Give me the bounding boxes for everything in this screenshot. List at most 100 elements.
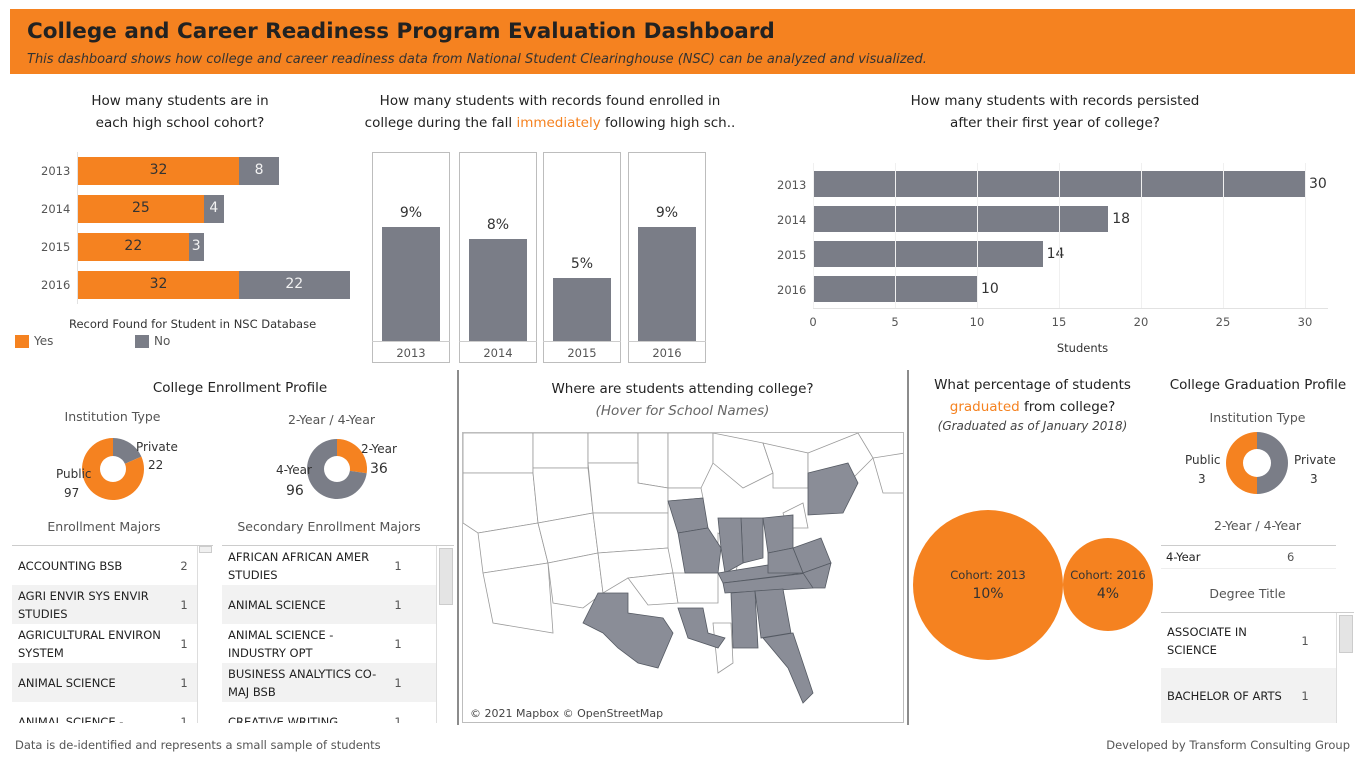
secondary-scroll-thumb[interactable]	[439, 548, 453, 605]
cohort-bar-yes-2016[interactable]	[78, 271, 239, 299]
inst-type-donut-hole	[100, 456, 126, 482]
cohort-label-no-2016: 22	[285, 276, 304, 292]
majors-list[interactable]: ACCOUNTING BSB 2 AGRI ENVIR SYS ENVIR STUD…	[12, 545, 213, 723]
secondary-major-name: CREATIVE WRITING	[228, 714, 339, 724]
enrolled-title: How many students with records found enr…	[340, 90, 760, 134]
cohort-bar-yes-2014[interactable]	[78, 195, 204, 223]
grad-two-four-row[interactable]: 4-Year 6	[1161, 545, 1336, 569]
enrolled-bar-2016[interactable]	[638, 226, 696, 341]
persisted-xtick-10: 10	[969, 315, 985, 329]
legend-yes-label[interactable]: Yes	[34, 334, 54, 348]
major-row[interactable]: AGRI ENVIR SYS ENVIR STUDIES 1	[12, 585, 197, 624]
major-name: ANIMAL SCIENCE -	[18, 714, 124, 724]
enrolled-bar-2015[interactable]	[553, 277, 611, 341]
enrolled-bar-2014[interactable]	[469, 239, 527, 341]
cohort-bar-yes-2013[interactable]	[78, 157, 239, 185]
cohort-legend-title: Record Found for Student in NSC Database	[69, 317, 317, 331]
degree-list[interactable]: ASSOCIATE IN SCIENCE 1 BACHELOR OF ARTS 1	[1161, 612, 1354, 723]
us-map[interactable]: © 2021 Mapbox © OpenStreetMap	[462, 432, 904, 723]
major-row[interactable]: ACCOUNTING BSB 2	[12, 546, 197, 585]
major-name: ACCOUNTING BSB	[18, 558, 123, 573]
two-four-donut-hole	[324, 456, 350, 482]
cohort-label-yes-2013: 32	[149, 162, 168, 178]
cohort-bar-no-2016[interactable]	[238, 271, 350, 299]
divider-right	[907, 370, 909, 725]
secondary-major-name: ANIMAL SCIENCE - INDUSTRY OPT	[228, 627, 334, 660]
major-count: 1	[180, 714, 188, 724]
persisted-bar-2015[interactable]	[813, 241, 1043, 267]
footer-right: Developed by Transform Consulting Group	[1106, 738, 1350, 752]
cohort-label-yes-2016: 32	[149, 276, 168, 292]
persisted-title-line1: How many students with records persisted	[910, 93, 1200, 109]
inst-type-donut[interactable]	[82, 438, 144, 500]
bubble-cohort-2016[interactable]: Cohort: 2016 4%	[1063, 538, 1153, 631]
enrollment-profile-title: College Enrollment Profile	[152, 380, 328, 396]
major-count: 2	[180, 558, 188, 573]
cohort-tick-2016: 2016	[41, 278, 71, 292]
enrolled-baseline-2013	[372, 341, 450, 342]
grad-inst-donut[interactable]	[1226, 432, 1288, 494]
secondary-scrollbar[interactable]	[436, 546, 454, 723]
inst-private-label: Private	[136, 440, 178, 454]
cohort-bar-no-2014[interactable]	[203, 195, 224, 223]
legend-yes-swatch[interactable]	[15, 335, 29, 348]
cohort-bar-yes-2015[interactable]	[78, 233, 189, 261]
grad-inst-slice-public[interactable]	[1226, 432, 1257, 494]
secondary-major-row[interactable]: BUSINESS ANALYTICS CO-MAJ BSB 1	[222, 663, 436, 702]
degree-scroll-thumb[interactable]	[1339, 615, 1353, 653]
cohort-bar-no-2015[interactable]	[188, 233, 204, 261]
persisted-xtick-5: 5	[891, 315, 899, 329]
enrolled-value-2014: 8%	[486, 217, 510, 234]
two-four-donut[interactable]	[307, 439, 367, 499]
persisted-gridline-15	[1059, 163, 1060, 308]
bubble-cohort-2013[interactable]: Cohort: 2013 10%	[913, 510, 1063, 660]
secondary-major-row[interactable]: CREATIVE WRITING 1	[222, 702, 436, 724]
legend-no-swatch[interactable]	[135, 335, 149, 348]
enrolled-bar-2013[interactable]	[382, 226, 440, 341]
majors-scrollbar[interactable]	[197, 546, 213, 723]
enrolled-title-line2: college during the fall immediately foll…	[340, 112, 760, 134]
secondary-major-name: ANIMAL SCIENCE	[228, 597, 326, 612]
grad-two-four-title: 2-Year / 4-Year	[1213, 518, 1302, 533]
persisted-bar-2014[interactable]	[813, 206, 1109, 232]
persisted-value-2015: 14	[1046, 246, 1065, 262]
secondary-major-row[interactable]: ANIMAL SCIENCE - INDUSTRY OPT 1	[222, 624, 436, 663]
major-count: 1	[180, 675, 188, 690]
divider-left	[457, 370, 459, 725]
secondary-major-name: BUSINESS ANALYTICS CO-MAJ BSB	[228, 666, 377, 699]
inst-public-label: Public	[56, 467, 92, 481]
grad-inst-slice-private[interactable]	[1257, 432, 1288, 494]
secondary-major-row[interactable]: ANIMAL SCIENCE 1	[222, 585, 436, 624]
cohort-bar-no-2013[interactable]	[238, 157, 280, 185]
major-row[interactable]: AGRICULTURAL ENVIRON SYSTEM 1	[12, 624, 197, 663]
persisted-title-line2: after their first year of college?	[950, 115, 1160, 131]
secondary-majors-list[interactable]: AFRICAN AFRICAN AMER STUDIES 1 ANIMAL SCIE…	[222, 545, 454, 723]
dashboard-subtitle: This dashboard shows how college and car…	[27, 52, 927, 67]
degree-scrollbar[interactable]	[1336, 613, 1354, 723]
map-states-base	[463, 433, 903, 674]
enrolled-tick-2016: 2016	[652, 346, 682, 360]
persisted-gridline-0	[813, 163, 814, 308]
degree-row[interactable]: ASSOCIATE IN SCIENCE 1	[1161, 613, 1336, 668]
major-row[interactable]: ANIMAL SCIENCE - 1	[12, 702, 197, 724]
map-states-highlighted[interactable]	[582, 462, 859, 704]
enrolled-value-2015: 5%	[570, 255, 594, 272]
four-year-label: 4-Year	[276, 463, 312, 477]
degree-row[interactable]: BACHELOR OF ARTS 1	[1161, 668, 1336, 723]
secondary-major-count: 1	[394, 714, 402, 724]
us-map-svg[interactable]	[463, 433, 904, 723]
cohort-title-line1: How many students are in	[91, 93, 269, 109]
graduated-title-line1: What percentage of students	[934, 377, 1131, 393]
bubble-cohort-2016-value: 4%	[1096, 585, 1120, 602]
major-count: 1	[180, 636, 188, 651]
major-row[interactable]: ANIMAL SCIENCE 1	[12, 663, 197, 702]
footer-left: Data is de-identified and represents a s…	[15, 738, 381, 752]
majors-scroll-thumb[interactable]	[199, 546, 212, 553]
map-subtitle: (Hover for School Names)	[595, 403, 770, 419]
secondary-major-row[interactable]: AFRICAN AFRICAN AMER STUDIES 1	[222, 546, 436, 585]
legend-no-label[interactable]: No	[154, 334, 171, 348]
cohort-label-no-2013: 8	[254, 162, 264, 178]
major-name: AGRI ENVIR SYS ENVIR STUDIES	[18, 588, 149, 621]
degree-count: 1	[1301, 633, 1309, 648]
map-attribution[interactable]: © 2021 Mapbox © OpenStreetMap	[470, 707, 664, 720]
